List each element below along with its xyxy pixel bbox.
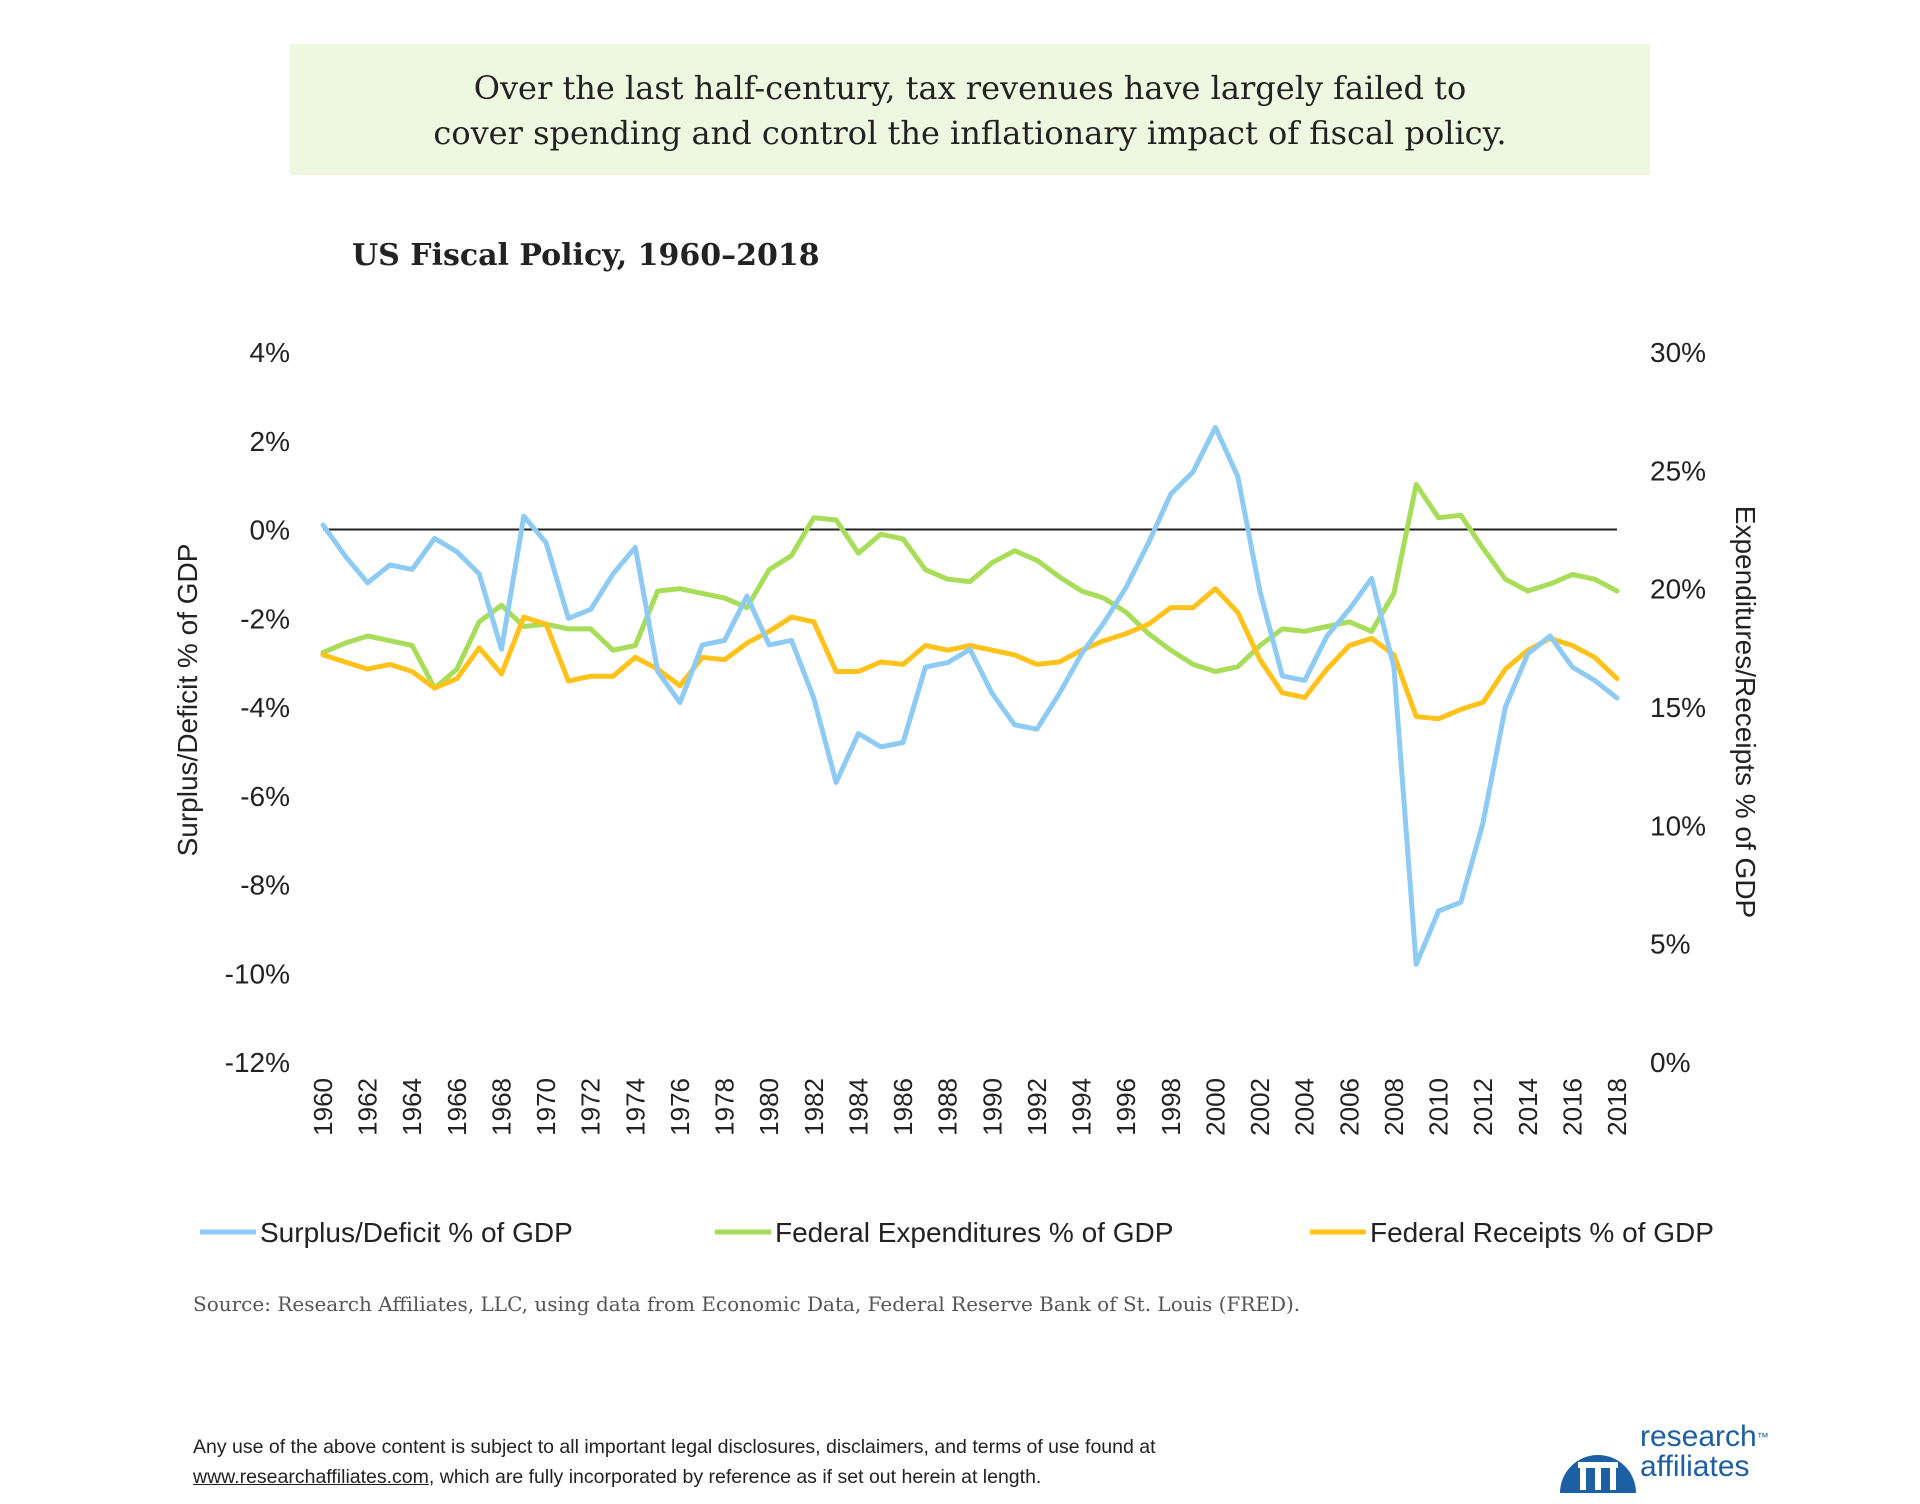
left-tick-label: -6% xyxy=(240,781,290,812)
headline-banner: Over the last half-century, tax revenues… xyxy=(290,44,1650,175)
x-tick-label: 1970 xyxy=(531,1078,561,1136)
x-tick-label: 1994 xyxy=(1067,1078,1097,1136)
x-tick-label: 1972 xyxy=(576,1078,606,1136)
legend-label-receipts: Federal Receipts % of GDP xyxy=(1370,1217,1714,1248)
x-tick-label: 1976 xyxy=(665,1078,695,1136)
x-tick-label: 2008 xyxy=(1379,1078,1409,1136)
series-lines xyxy=(320,424,1620,967)
right-tick-label: 30% xyxy=(1650,337,1706,368)
legend-label-surplus: Surplus/Deficit % of GDP xyxy=(260,1217,573,1248)
logo-wordmark: research™ affiliates xyxy=(1640,1422,1769,1482)
x-tick-label: 1996 xyxy=(1111,1078,1141,1136)
left-tick-label: -10% xyxy=(225,958,290,989)
chart-title: US Fiscal Policy, 1960–2018 xyxy=(352,238,820,273)
series-line-surplus xyxy=(320,424,1620,967)
left-tick-label: 0% xyxy=(250,515,290,546)
x-axis-ticks: 1960 1962 1964 1966 1968 1970 1972 1974 1976 1978… xyxy=(308,1078,1632,1136)
left-tick-label: -4% xyxy=(240,692,290,723)
left-tick-label: 4% xyxy=(250,337,290,368)
x-tick-label: 2018 xyxy=(1602,1078,1632,1136)
x-tick-label: 2012 xyxy=(1468,1078,1498,1136)
left-tick-label: -2% xyxy=(240,603,290,634)
x-tick-label: 2006 xyxy=(1334,1078,1364,1136)
left-axis-ticks: 4% 2% 0% -2% -4% -6% -8% -10% -12% xyxy=(225,337,290,1078)
right-tick-label: 10% xyxy=(1650,810,1706,841)
series-line-expenditures xyxy=(320,482,1620,691)
left-tick-label: -12% xyxy=(225,1047,290,1078)
x-tick-label: 1964 xyxy=(397,1078,427,1136)
logo-trademark: ™ xyxy=(1756,1430,1769,1444)
x-tick-label: 2014 xyxy=(1513,1078,1543,1136)
disclaimer-line-2-rest: , which are fully incorporated by refere… xyxy=(428,1466,1042,1488)
legend: Surplus/Deficit % of GDP Federal Expendit… xyxy=(200,1217,1714,1248)
x-tick-label: 2004 xyxy=(1290,1078,1320,1136)
disclaimer-line-2: www.researchaffiliates.com, which are fu… xyxy=(193,1462,1393,1492)
disclaimer: Any use of the above content is subject … xyxy=(193,1432,1393,1492)
left-tick-label: 2% xyxy=(250,426,290,457)
x-tick-label: 1998 xyxy=(1156,1078,1186,1136)
x-tick-label: 1992 xyxy=(1022,1078,1052,1136)
x-tick-label: 1966 xyxy=(442,1078,472,1136)
x-tick-label: 2000 xyxy=(1200,1078,1230,1136)
website-link[interactable]: www.researchaffiliates.com xyxy=(193,1466,429,1488)
right-tick-label: 20% xyxy=(1650,574,1706,605)
logo-word-research: research xyxy=(1640,1420,1757,1453)
headline-line-2: cover spending and control the inflation… xyxy=(433,114,1507,152)
right-tick-label: 0% xyxy=(1650,1047,1690,1078)
x-tick-label: 1988 xyxy=(933,1078,963,1136)
x-tick-label: 2010 xyxy=(1424,1078,1454,1136)
x-tick-label: 1980 xyxy=(754,1078,784,1136)
source-note: Source: Research Affiliates, LLC, using … xyxy=(193,1292,1301,1316)
right-tick-label: 5% xyxy=(1650,929,1690,960)
headline-line-1: Over the last half-century, tax revenues… xyxy=(473,69,1467,107)
x-tick-label: 2002 xyxy=(1245,1078,1275,1136)
left-axis-label: Surplus/Deficit % of GDP xyxy=(172,544,203,857)
right-tick-label: 25% xyxy=(1650,455,1706,486)
right-axis-label: Expenditures/Receipts % of GDP xyxy=(1730,506,1761,918)
x-tick-label: 1982 xyxy=(799,1078,829,1136)
disclaimer-line-1: Any use of the above content is subject … xyxy=(193,1436,1156,1458)
x-tick-label: 1962 xyxy=(353,1078,383,1136)
x-tick-label: 1990 xyxy=(977,1078,1007,1136)
left-tick-label: -8% xyxy=(240,870,290,901)
series-line-receipts xyxy=(320,586,1620,722)
x-tick-label: 1968 xyxy=(486,1078,516,1136)
x-tick-label: 1974 xyxy=(620,1078,650,1136)
x-tick-label: 1986 xyxy=(888,1078,918,1136)
x-tick-label: 2016 xyxy=(1557,1078,1587,1136)
x-tick-label: 1960 xyxy=(308,1078,338,1136)
x-tick-label: 1978 xyxy=(710,1078,740,1136)
legend-label-expenditures: Federal Expenditures % of GDP xyxy=(775,1217,1173,1248)
research-affiliates-logo-icon xyxy=(1560,1455,1636,1493)
right-tick-label: 15% xyxy=(1650,692,1706,723)
x-tick-label: 1984 xyxy=(843,1078,873,1136)
right-axis-ticks: 30% 25% 20% 15% 10% 5% 0% xyxy=(1650,337,1706,1078)
logo-word-affiliates: affiliates xyxy=(1640,1450,1750,1483)
